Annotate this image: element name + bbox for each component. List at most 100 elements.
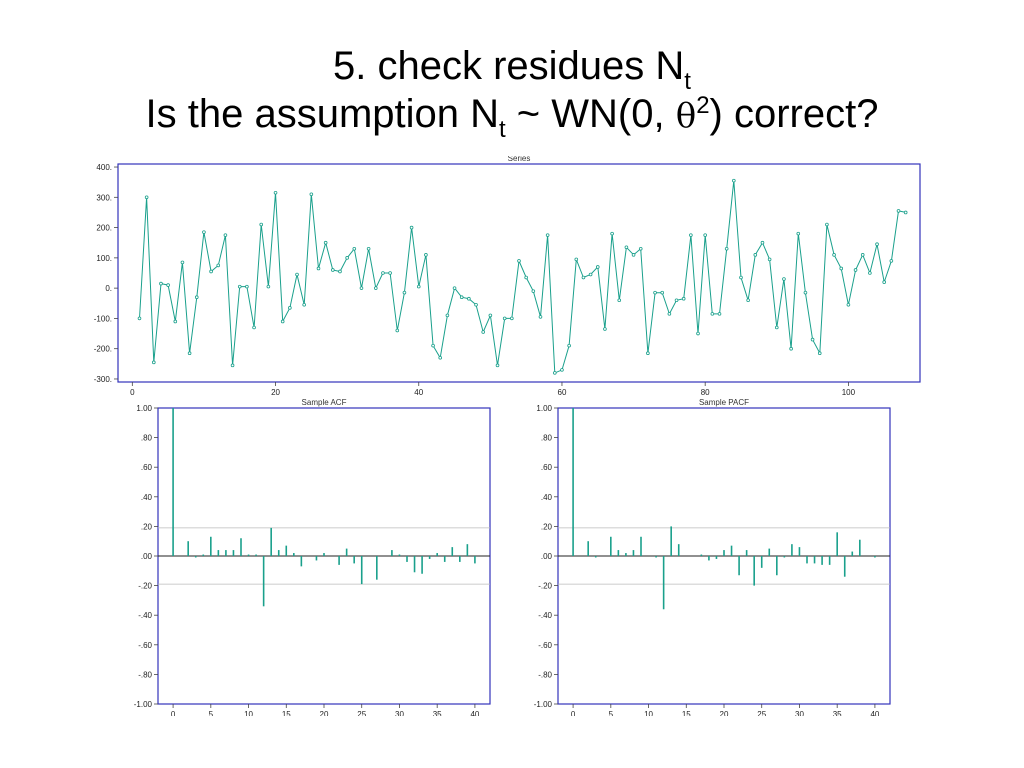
y-tick-label: -.20 [138, 582, 152, 591]
series-point [732, 178, 736, 183]
series-point [159, 281, 163, 286]
series-point [653, 290, 657, 295]
y-tick-label: -1.00 [534, 700, 553, 709]
series-point [402, 290, 407, 295]
series-point [459, 295, 464, 300]
x-tick-label: 10 [644, 710, 653, 716]
y-tick-label: -300. [94, 375, 112, 384]
series-point [345, 256, 349, 260]
y-tick-label: -.60 [138, 641, 152, 650]
series-point [431, 343, 435, 348]
series-point [853, 268, 858, 272]
series-point [309, 192, 314, 197]
title-line-2-mid: ~ WN(0, [505, 92, 676, 136]
x-tick-label: 25 [757, 710, 766, 716]
series-point [252, 325, 256, 330]
title-line-2-theta: θ [675, 96, 697, 136]
series-point [774, 325, 779, 330]
series-point [753, 253, 758, 257]
x-tick-label: 35 [433, 710, 442, 716]
y-tick-label: .60 [141, 463, 153, 472]
series-point [237, 284, 242, 289]
series-point [581, 275, 586, 280]
series-point [882, 280, 886, 284]
series-point [166, 283, 170, 287]
acf-chart: Sample ACF 1.00 .80 .60 .40 .20 .00 -.20 -.40 -.6… [134, 398, 491, 716]
series-point [696, 331, 700, 336]
series-point [144, 195, 149, 200]
x-tick-label: 15 [282, 710, 291, 716]
title-line-2-end: ) correct? [709, 92, 879, 136]
series-point [474, 302, 478, 307]
series-point [302, 302, 306, 307]
pacf-chart: Sample PACF 1.00 .80 .60 .40 .20 .00 -.20 -.40 -.… [534, 398, 891, 716]
series-point [180, 260, 185, 265]
title-line-2: Is the assumption Nt ~ WN(0, θ2) correct… [0, 90, 1024, 142]
series-point [223, 233, 228, 237]
series-point [323, 240, 328, 245]
series-point [409, 225, 414, 230]
series-point [846, 302, 851, 307]
y-tick-label: -.40 [538, 611, 552, 620]
x-tick-label: 80 [701, 388, 710, 397]
series-point [373, 286, 378, 290]
title-line-2-superscript: 2 [696, 92, 710, 119]
series-point [316, 266, 321, 271]
series-point [603, 327, 607, 331]
series-point [152, 360, 156, 365]
series-point [638, 246, 643, 251]
series-point [889, 259, 894, 263]
y-tick-label: 300. [96, 193, 112, 202]
series-point [137, 316, 142, 321]
series-point [545, 233, 550, 237]
y-tick-label: 1.00 [536, 404, 552, 413]
x-tick-label: 15 [682, 710, 691, 716]
series-point [338, 269, 342, 274]
series-point [903, 210, 908, 215]
y-tick-label: 200. [96, 224, 112, 233]
series-point [631, 253, 636, 257]
series-point [875, 242, 879, 247]
series-point [531, 289, 536, 293]
x-tick-label: 30 [395, 710, 404, 716]
series-point [760, 240, 765, 245]
y-tick-label: -100. [94, 314, 112, 323]
x-tick-label: 0 [130, 388, 135, 397]
series-point [517, 259, 521, 263]
x-tick-label: 10 [244, 710, 253, 716]
series-line [139, 180, 906, 374]
series-point [366, 246, 371, 251]
series-point [553, 371, 557, 375]
series-point [445, 313, 450, 318]
series-point [467, 296, 471, 301]
y-tick-label: .00 [141, 552, 153, 561]
series-point [495, 363, 500, 368]
series-chart: Series 400. 300. 200. 100. 0. -100. -200. -300. 0… [94, 156, 921, 397]
x-tick-label: 100 [842, 388, 856, 397]
y-tick-label: -.80 [538, 670, 552, 679]
series-point [767, 257, 772, 262]
y-tick-label: -.60 [538, 641, 552, 650]
series-point [502, 316, 507, 321]
y-tick-label: -.40 [138, 611, 152, 620]
y-tick-label: 100. [96, 254, 112, 263]
series-point [259, 222, 264, 227]
y-tick-label: -200. [94, 345, 112, 354]
series-point [832, 253, 836, 257]
title-line-1-text: 5. check residues N [333, 44, 685, 88]
y-tick-label: -.20 [538, 582, 552, 591]
plot-frame [117, 163, 921, 383]
x-tick-label: 5 [609, 710, 614, 716]
chart-title: Sample PACF [699, 398, 749, 407]
y-tick-label: -.80 [138, 670, 152, 679]
series-point [646, 351, 650, 356]
series-point [817, 351, 822, 356]
series-point [538, 315, 543, 319]
series-point [424, 253, 428, 257]
y-tick-label: .40 [141, 493, 153, 502]
series-point [245, 284, 249, 289]
series-point [187, 351, 192, 356]
series-point [860, 253, 865, 257]
x-tick-label: 0 [171, 710, 176, 716]
series-point [689, 233, 693, 237]
